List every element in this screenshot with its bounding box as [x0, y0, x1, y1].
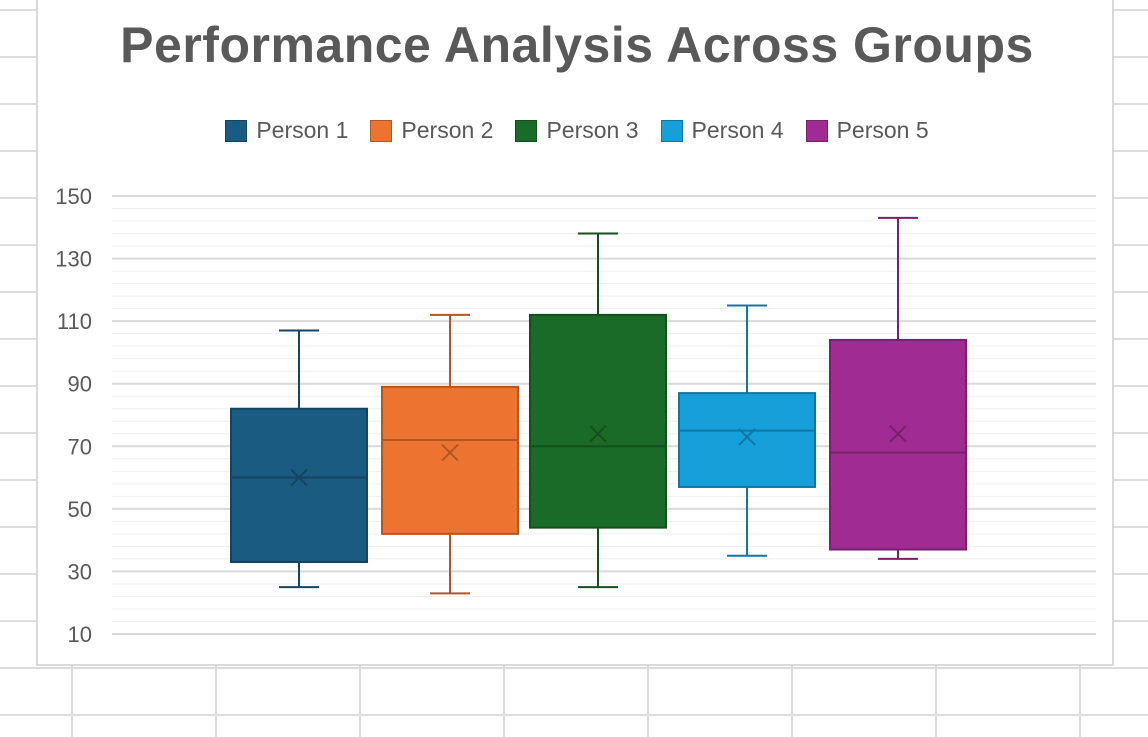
legend-item: Person 4	[660, 117, 784, 144]
box-person-1[interactable]	[230, 329, 368, 589]
legend-swatch	[370, 119, 393, 142]
legend-label: Person 3	[546, 117, 639, 143]
legend-swatch	[515, 119, 538, 142]
y-tick-label: 150	[55, 184, 92, 209]
mean-marker	[441, 443, 459, 462]
legend-label: Person 1	[256, 117, 349, 143]
iqr-box	[678, 392, 816, 488]
legend: Person 1 Person 2 Person 3 Person 4 Person 5	[38, 117, 1116, 144]
mean-marker	[738, 428, 756, 446]
iqr-box	[829, 338, 967, 551]
y-tick-label: 130	[55, 247, 92, 272]
mean-marker	[889, 425, 907, 443]
chart-title: Performance Analysis Across Groups	[120, 17, 1034, 73]
legend-item: Person 5	[805, 117, 929, 144]
y-tick-label: 10	[68, 622, 92, 647]
y-tick-label: 50	[68, 497, 92, 522]
box-person-5[interactable]	[829, 216, 967, 560]
iqr-box	[381, 385, 519, 535]
legend-swatch	[805, 119, 828, 142]
legend-item: Person 2	[370, 117, 493, 144]
y-tick-label: 30	[68, 559, 92, 584]
y-tick-label: 110	[57, 309, 92, 334]
box-person-3[interactable]	[529, 232, 667, 589]
box-person-2[interactable]	[381, 313, 519, 595]
iqr-box	[529, 313, 667, 529]
legend-label: Person 2	[401, 117, 494, 143]
legend-item: Person 3	[515, 117, 639, 144]
mean-marker	[589, 425, 607, 443]
legend-swatch	[225, 119, 248, 142]
iqr-box	[230, 407, 368, 564]
y-tick-label: 70	[68, 434, 92, 459]
chart-area[interactable]: Performance Analysis Across Groups Perso…	[36, 0, 1114, 666]
box-person-4[interactable]	[678, 304, 816, 557]
mean-marker	[290, 468, 308, 487]
y-tick-label: 90	[68, 372, 92, 397]
legend-item: Person 1	[225, 117, 348, 144]
legend-label: Person 4	[691, 117, 784, 143]
legend-label: Person 5	[836, 117, 929, 143]
legend-swatch	[660, 119, 683, 142]
